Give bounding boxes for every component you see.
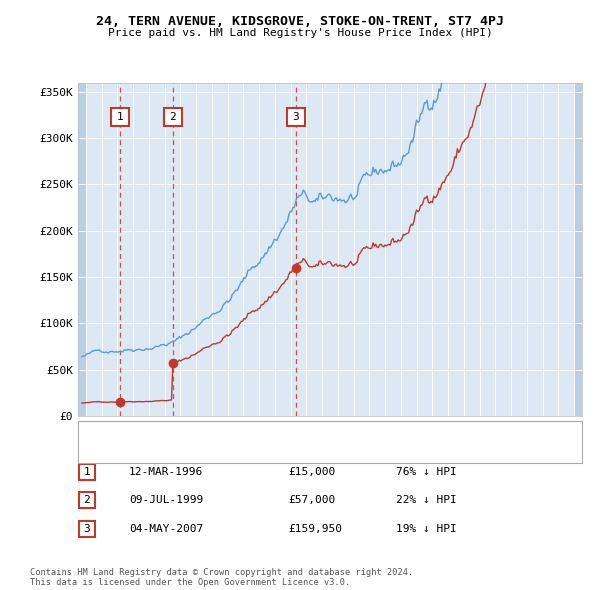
Text: £15,000: £15,000: [288, 467, 335, 477]
Text: 2: 2: [83, 496, 91, 505]
Text: 09-JUL-1999: 09-JUL-1999: [129, 496, 203, 505]
Text: Price paid vs. HM Land Registry's House Price Index (HPI): Price paid vs. HM Land Registry's House …: [107, 28, 493, 38]
Text: £57,000: £57,000: [288, 496, 335, 505]
Text: 24, TERN AVENUE, KIDSGROVE, STOKE-ON-TRENT, ST7 4PJ (detached house): 24, TERN AVENUE, KIDSGROVE, STOKE-ON-TRE…: [111, 428, 511, 438]
Text: 24, TERN AVENUE, KIDSGROVE, STOKE-ON-TRENT, ST7 4PJ: 24, TERN AVENUE, KIDSGROVE, STOKE-ON-TRE…: [96, 15, 504, 28]
Text: 22% ↓ HPI: 22% ↓ HPI: [396, 496, 457, 505]
Text: 76% ↓ HPI: 76% ↓ HPI: [396, 467, 457, 477]
FancyBboxPatch shape: [79, 520, 95, 537]
FancyBboxPatch shape: [287, 109, 305, 126]
Text: £159,950: £159,950: [288, 524, 342, 533]
Text: HPI: Average price, detached house, Newcastle-under-Lyme: HPI: Average price, detached house, Newc…: [111, 446, 440, 456]
FancyBboxPatch shape: [79, 492, 95, 508]
FancyBboxPatch shape: [164, 109, 182, 126]
Text: 3: 3: [293, 112, 299, 122]
Text: Contains HM Land Registry data © Crown copyright and database right 2024.
This d: Contains HM Land Registry data © Crown c…: [30, 568, 413, 587]
Text: ——: ——: [86, 426, 101, 439]
Bar: [574, 83, 582, 416]
FancyBboxPatch shape: [79, 464, 95, 480]
FancyBboxPatch shape: [112, 109, 129, 126]
Text: 1: 1: [117, 112, 124, 122]
Text: 1: 1: [83, 467, 91, 477]
Text: 19% ↓ HPI: 19% ↓ HPI: [396, 524, 457, 533]
Text: 12-MAR-1996: 12-MAR-1996: [129, 467, 203, 477]
Text: 2: 2: [169, 112, 176, 122]
Text: ——: ——: [86, 445, 101, 458]
Text: 04-MAY-2007: 04-MAY-2007: [129, 524, 203, 533]
Bar: [78, 83, 86, 416]
Text: 3: 3: [83, 524, 91, 533]
